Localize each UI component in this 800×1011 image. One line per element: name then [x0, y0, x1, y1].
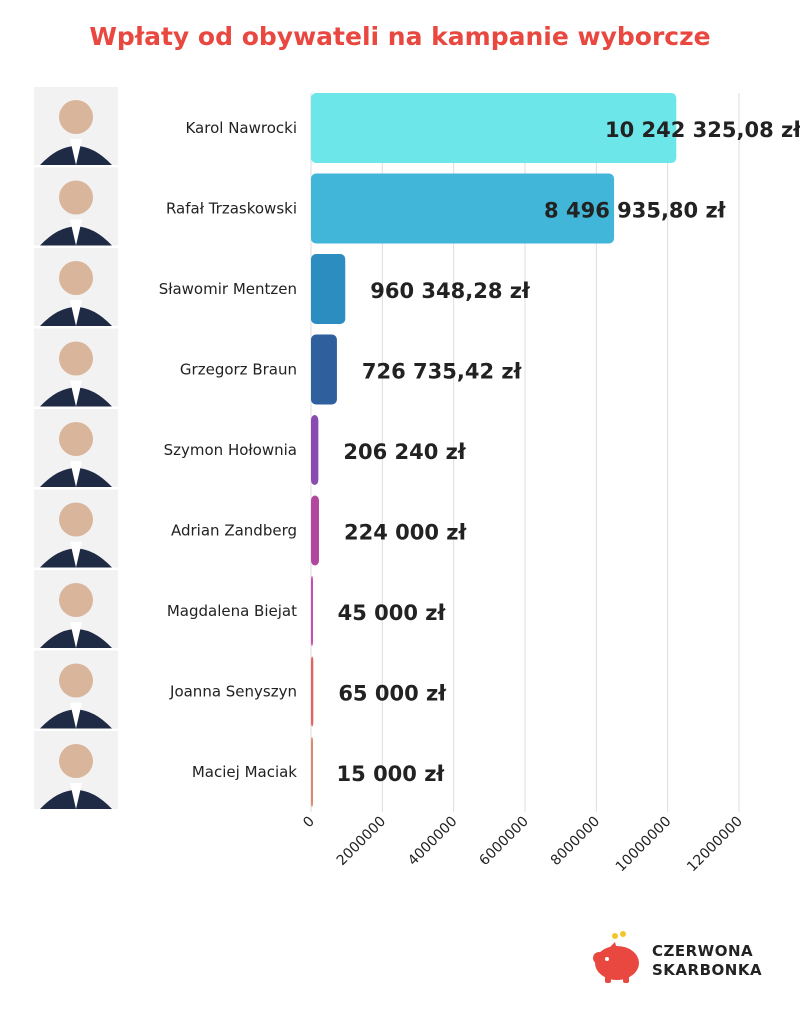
value-label: 15 000 zł	[337, 762, 446, 786]
category-label: Karol Nawrocki	[185, 119, 297, 137]
value-label: 206 240 zł	[343, 440, 467, 464]
value-label: 726 735,42 zł	[362, 360, 523, 384]
category-label: Sławomir Mentzen	[159, 280, 297, 298]
value-label: 45 000 zł	[338, 601, 447, 625]
bar	[311, 656, 314, 727]
category-label: Maciej Maciak	[192, 763, 297, 781]
brand-line-1: CZERWONA	[652, 942, 754, 960]
brand-name: CZERWONA SKARBONKA	[652, 942, 762, 980]
value-label: 8 496 935,80 zł	[544, 199, 727, 223]
value-labels: 10 242 325,08 zł 8 496 935,80 zł 960 348,2…	[337, 118, 800, 786]
x-tick-labels: 0 2000000 4000000 6000000 8000000 10000000 120…	[300, 814, 746, 876]
portrait-icon	[34, 328, 118, 407]
x-tick-label: 4000000	[405, 814, 460, 869]
value-label: 65 000 zł	[338, 682, 447, 706]
bar	[311, 415, 319, 485]
bar	[311, 737, 313, 807]
bar-chart: Karol Nawrocki Rafał Trzaskowski Sławomir …	[34, 87, 800, 876]
portrait-icon	[34, 489, 118, 568]
category-label: Szymon Hołownia	[164, 441, 297, 459]
category-label: Adrian Zandberg	[171, 522, 297, 540]
x-tick-label: 0	[300, 814, 318, 832]
x-tick-label: 6000000	[476, 814, 531, 869]
category-label: Grzegorz Braun	[180, 361, 297, 379]
portrait-icon	[34, 650, 118, 729]
portrait-icon	[34, 731, 118, 809]
portrait-icon	[34, 570, 118, 648]
category-labels: Karol Nawrocki Rafał Trzaskowski Sławomir …	[159, 119, 298, 781]
bar	[311, 93, 677, 163]
portraits	[34, 87, 118, 809]
piggy-bank-logo-icon	[593, 931, 639, 983]
bar	[311, 334, 337, 405]
bar	[311, 254, 346, 324]
value-label: 224 000 zł	[344, 521, 468, 545]
x-tick-label: 10000000	[613, 814, 675, 876]
bar	[311, 173, 615, 244]
bars	[311, 93, 677, 807]
portrait-icon	[34, 409, 118, 487]
value-label: 10 242 325,08 zł	[605, 118, 800, 142]
brand-line-2: SKARBONKA	[652, 961, 763, 979]
x-tick-label: 8000000	[548, 814, 603, 869]
x-tick-label: 2000000	[334, 814, 389, 869]
bar	[311, 576, 313, 646]
portrait-icon	[34, 87, 118, 165]
x-tick-label: 12000000	[684, 814, 746, 876]
portrait-icon	[34, 167, 118, 246]
portrait-icon	[34, 248, 118, 326]
category-label: Magdalena Biejat	[167, 602, 297, 620]
bar	[311, 495, 319, 566]
category-label: Rafał Trzaskowski	[166, 200, 297, 218]
category-label: Joanna Senyszyn	[169, 683, 297, 701]
chart-title: Wpłaty od obywateli na kampanie wyborcze	[89, 22, 711, 51]
value-label: 960 348,28 zł	[370, 279, 531, 303]
